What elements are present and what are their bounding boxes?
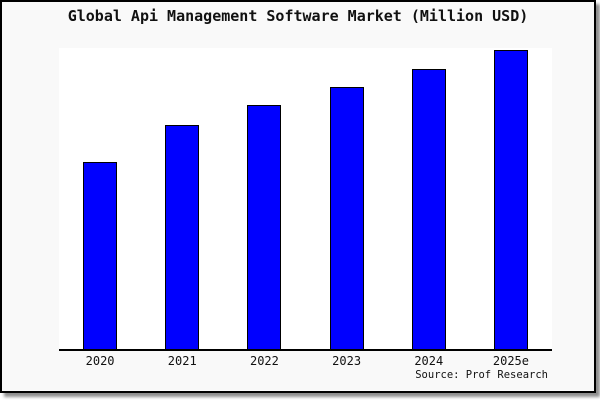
bar-2022	[247, 105, 282, 349]
chart-title: Global Api Management Software Market (M…	[67, 7, 529, 25]
x-tick-label-2021: 2021	[167, 354, 197, 368]
bar-slot-2023	[306, 48, 388, 349]
bar-2025e	[493, 50, 528, 349]
x-axis-labels: 2020 2021 2022 2023 2024 2025e	[59, 354, 552, 368]
x-tick-label-2020: 2020	[85, 354, 115, 368]
bar-slot-2025e	[470, 48, 552, 349]
x-tick-label-2024: 2024	[414, 354, 444, 368]
source-credit: Source: Prof Research	[415, 369, 548, 381]
chart-frame: Global Api Management Software Market (M…	[0, 0, 596, 393]
plot-area	[59, 48, 552, 351]
bar-slot-2024	[388, 48, 470, 349]
bar-slot-2022	[223, 48, 305, 349]
bar-2024	[411, 68, 446, 349]
x-tick-label-2022: 2022	[249, 354, 279, 368]
bar-2023	[329, 86, 364, 349]
x-tick-label-2023: 2023	[332, 354, 362, 368]
bar-2021	[165, 124, 200, 349]
bar-slot-2021	[141, 48, 223, 349]
bar-slot-2020	[59, 48, 141, 349]
x-tick-label-2025e: 2025e	[492, 354, 529, 368]
bar-2020	[83, 161, 118, 349]
